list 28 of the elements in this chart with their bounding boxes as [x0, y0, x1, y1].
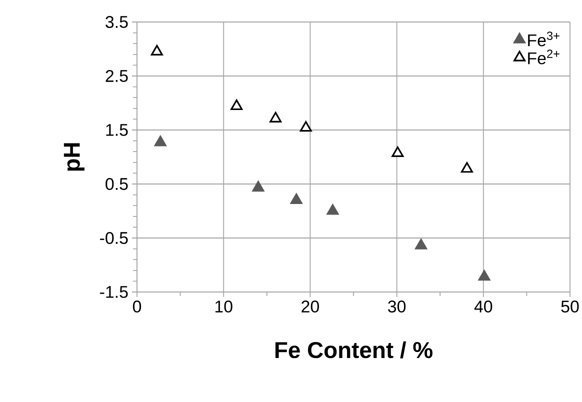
- point: [478, 270, 490, 281]
- x-tick-label: 30: [388, 300, 406, 313]
- y-axis-title: pH: [64, 143, 84, 171]
- legend-label: Fe$^{3+}$: [528, 32, 560, 46]
- y-tick-label: -0.5: [100, 232, 128, 244]
- x-tick-label: 20: [302, 300, 319, 313]
- point: [270, 112, 282, 122]
- y-tick-label: 1.5: [106, 124, 128, 136]
- point: [150, 44, 163, 56]
- x-axis-title: Fe Content / %: [275, 341, 432, 358]
- y-tick-label: -1.5: [100, 286, 128, 298]
- x-tick-label: 40: [474, 300, 492, 313]
- point: [300, 121, 312, 132]
- point: [460, 162, 473, 173]
- y-tick-label: 2.5: [106, 70, 128, 82]
- x-tick-label: 50: [561, 300, 579, 313]
- point: [326, 204, 339, 215]
- point: [290, 193, 302, 204]
- y-tick-label: 3.5: [106, 16, 128, 28]
- point: [230, 99, 243, 110]
- x-tick-label: 0: [132, 300, 142, 313]
- x-tick-label: 10: [215, 300, 232, 313]
- point: [415, 238, 428, 250]
- point: [154, 136, 166, 146]
- y-tick-label: 0.5: [106, 178, 128, 190]
- legend-label: Fe$^{2+}$: [528, 50, 560, 64]
- point: [392, 146, 404, 158]
- point: [252, 180, 264, 192]
